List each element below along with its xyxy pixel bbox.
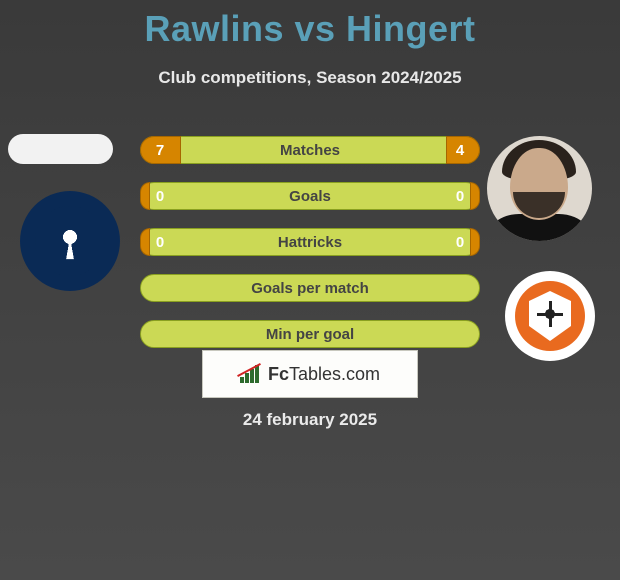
brand-text: FcTables.com [268,364,380,385]
snapshot-date: 24 february 2025 [0,410,620,430]
brand-badge: FcTables.com [202,350,418,398]
stats-bars: 7 4 Matches 0 0 Goals 0 0 Hattricks Goals per mat… [140,136,480,366]
stat-row: 0 0 Goals [140,182,480,210]
stat-row: 0 0 Hattricks [140,228,480,256]
stat-label: Goals [289,188,331,205]
stat-row: 7 4 Matches [140,136,480,164]
stat-label: Goals per match [251,280,369,297]
player-right-avatar [487,136,592,241]
player-left-avatar-placeholder [8,134,113,164]
stat-label: Min per goal [266,326,354,343]
stat-label: Matches [280,142,340,159]
player-left-club-crest [20,191,120,291]
stat-row: Goals per match [140,274,480,302]
crest-brisbane-roar-icon [515,281,585,351]
brand-suffix: Tables.com [289,364,380,384]
crest-melbourne-victory-icon [35,206,105,276]
comparison-stage: 7 4 Matches 0 0 Goals 0 0 Hattricks Goals per mat… [0,116,620,376]
page-title: Rawlins vs Hingert [0,0,620,50]
stat-value-right: 0 [445,183,475,209]
player-right-club-crest [505,271,595,361]
stat-label: Hattricks [278,234,342,251]
chart-icon [240,365,262,383]
subtitle: Club competitions, Season 2024/2025 [0,68,620,88]
brand-prefix: Fc [268,364,289,384]
stat-row: Min per goal [140,320,480,348]
stat-value-left: 0 [145,183,175,209]
stat-value-right: 4 [445,137,475,163]
stat-value-right: 0 [445,229,475,255]
stat-value-left: 7 [145,137,175,163]
stat-value-left: 0 [145,229,175,255]
